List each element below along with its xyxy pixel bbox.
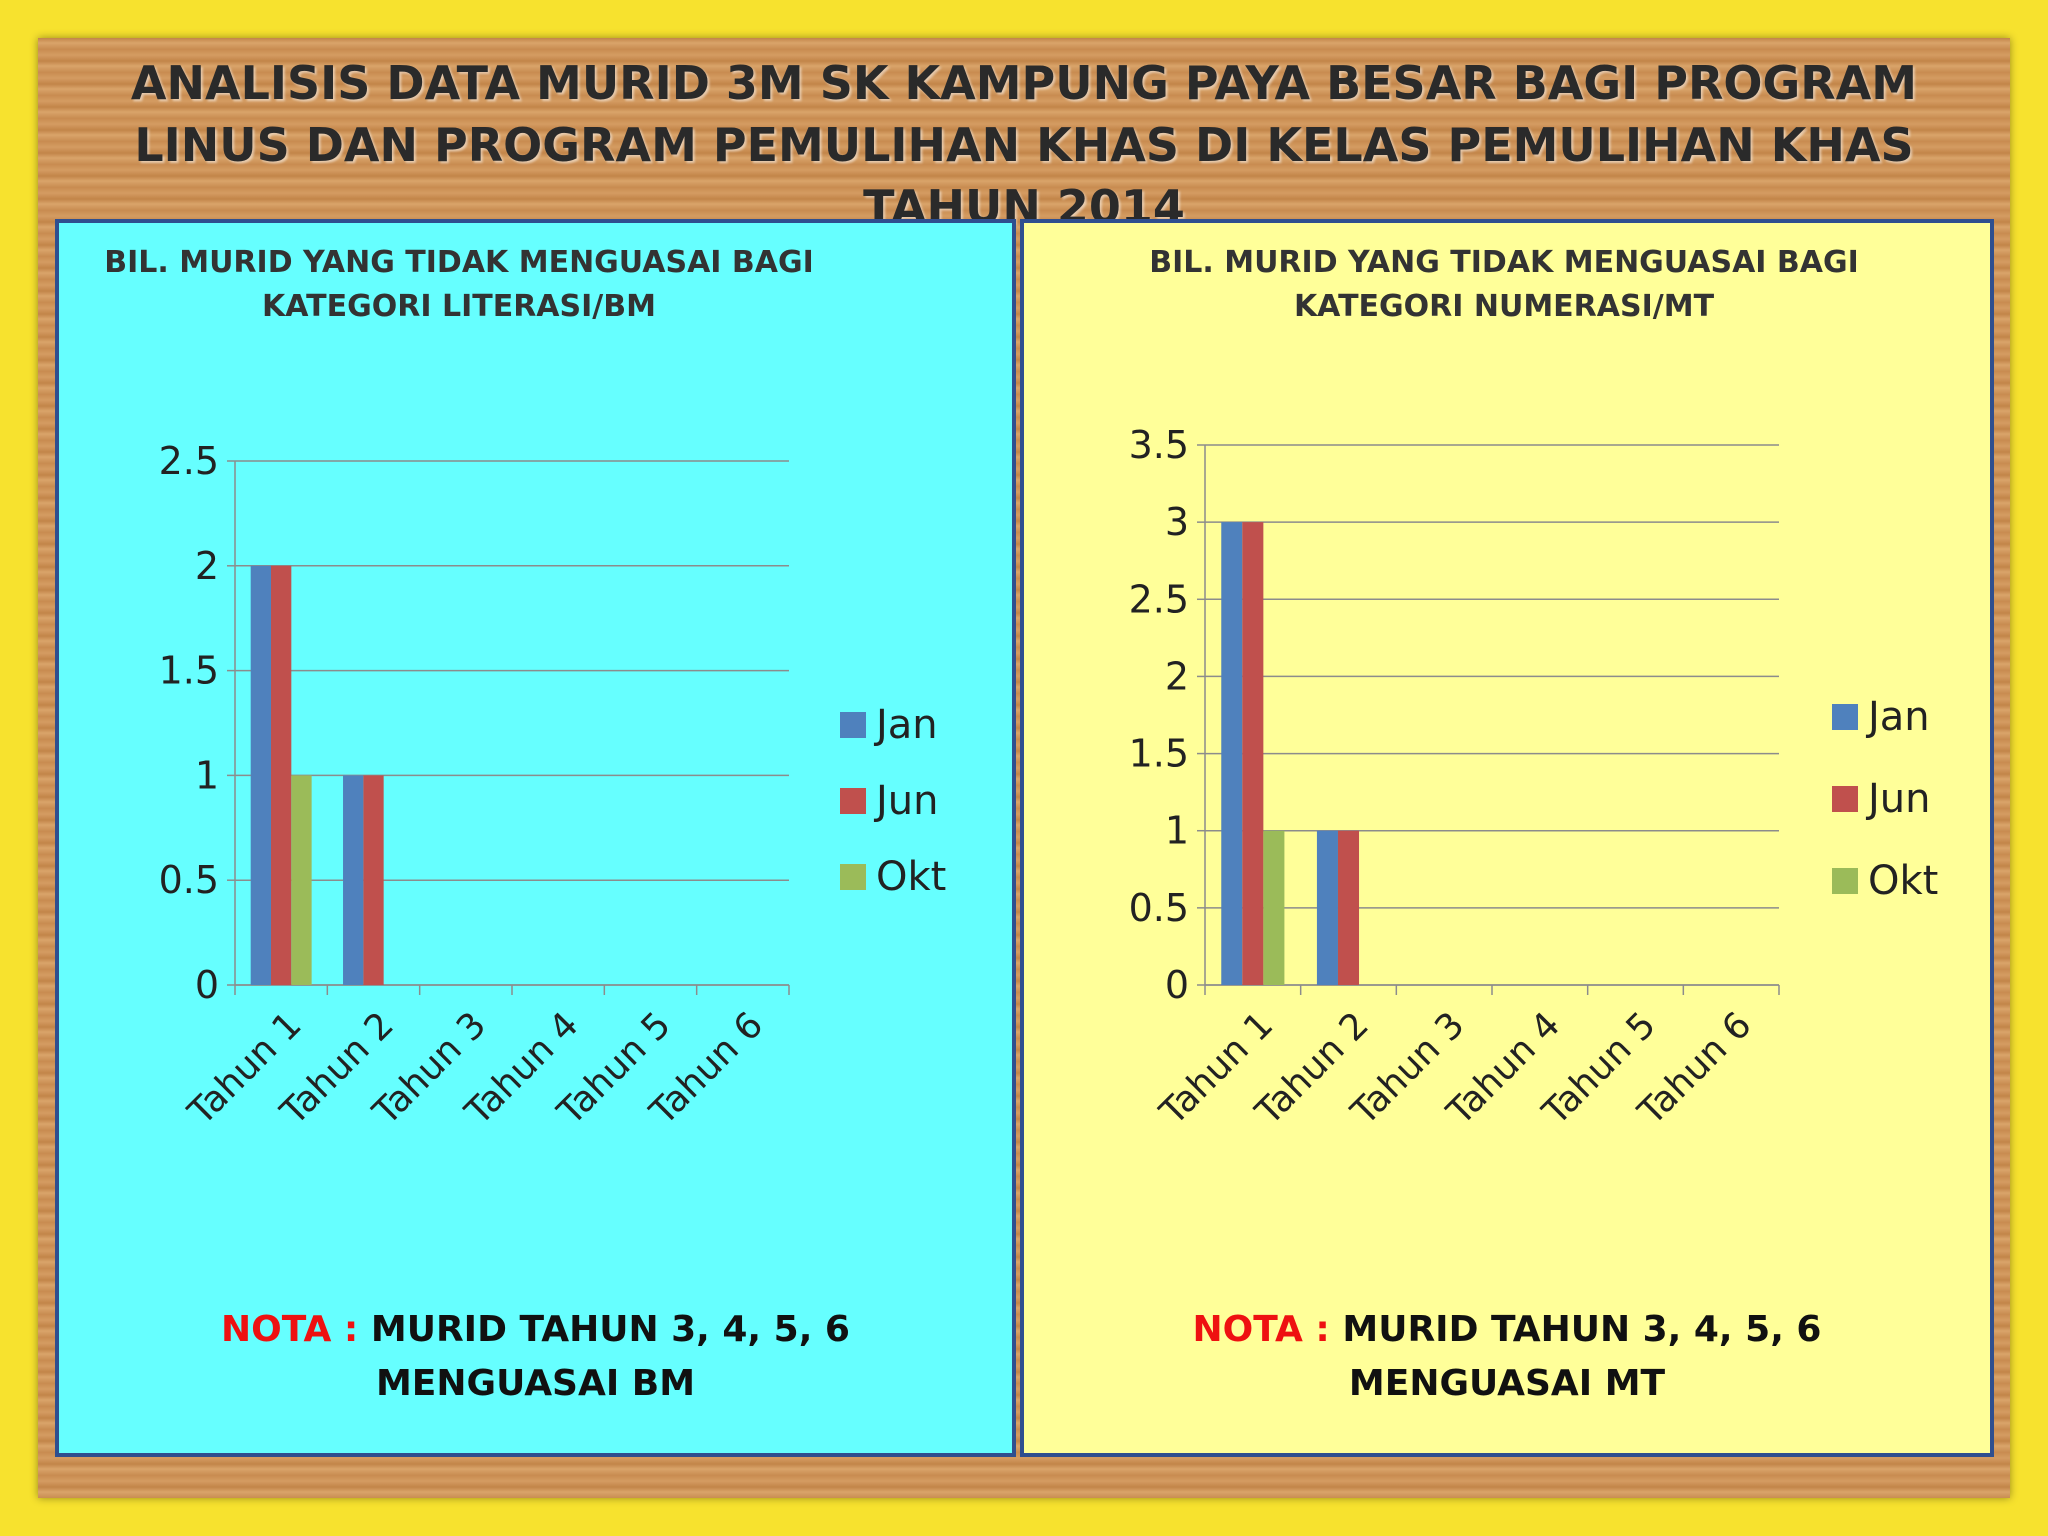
legend-label: Jun [1865,776,1931,822]
note: NOTA : MURID TAHUN 3, 4, 5, 6 MENGUASAI M… [1024,1303,1990,1411]
y-tick-label: 2.5 [1129,577,1189,621]
y-tick-label: 0.5 [1129,886,1189,930]
y-tick-label: 3 [1165,500,1189,544]
y-tick-label: 0.5 [159,858,219,902]
legend-swatch [1832,868,1858,894]
note-label: NOTA : [1192,1309,1330,1350]
bar [1263,830,1285,985]
bar [363,775,384,985]
y-tick-label: 1 [1165,809,1189,853]
legend-swatch [1832,704,1858,730]
note-text: MENGUASAI BM [375,1363,696,1404]
y-tick-label: 0 [195,963,219,1007]
y-tick-label: 1.5 [1129,732,1189,776]
note-label: NOTA : [221,1309,359,1350]
bar [1337,830,1360,985]
note-text: MURID TAHUN 3, 4, 5, 6 [1342,1309,1822,1350]
legend-label: Jun [873,778,939,824]
bar [1316,830,1338,985]
chart-title: BIL. MURID YANG TIDAK MENGUASAI BAGI KAT… [1149,245,1859,324]
chart-panel: 0 0.5 1 1.5 2 2.5 3 3.5 Tahun 1 Tahun 2 Tahun 3 Tah… [1020,219,1994,1457]
y-tick-label: 1.5 [159,649,219,693]
y-tick-label: 2.5 [159,439,219,483]
legend-swatch [840,788,866,814]
y-tick-label: 3.5 [1129,423,1189,467]
legend-label: Jan [873,702,938,748]
note: NOTA : MURID TAHUN 3, 4, 5, 6 MENGUASAI B… [59,1303,1012,1411]
y-tick-label: 2 [195,544,219,588]
y-tick-label: 0 [1165,963,1189,1007]
bar [1242,522,1264,985]
note-text: MURID TAHUN 3, 4, 5, 6 [370,1309,850,1350]
note-text: MENGUASAI MT [1348,1363,1666,1404]
page-title: ANALISIS DATA MURID 3M SK KAMPUNG PAYA B… [130,56,1918,234]
bar [291,775,312,985]
bar [343,775,364,985]
chart-title: BIL. MURID YANG TIDAK MENGUASAI BAGI KAT… [104,245,814,324]
chart-panel: 0 0.5 1 1.5 2 2.5 Tahun 1 Tahun 2 Tahun 3 Tahun 4… [55,219,1016,1457]
legend-swatch [1832,786,1858,812]
bar [250,565,272,985]
bar [271,565,292,985]
legend-label: Jan [1865,694,1930,740]
bar [1221,522,1243,985]
legend-label: Okt [876,854,946,900]
legend-label: Okt [1868,858,1938,904]
legend-swatch [840,712,866,738]
y-tick-label: 2 [1165,654,1189,698]
y-tick-label: 1 [195,753,219,797]
legend-swatch [840,864,866,890]
